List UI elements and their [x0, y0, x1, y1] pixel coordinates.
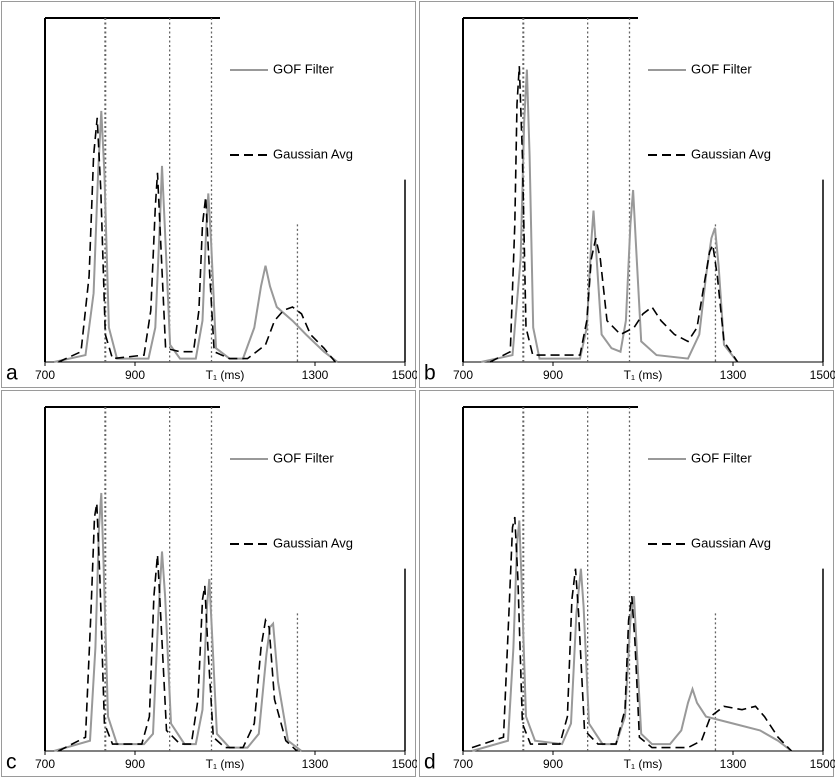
x-axis-label: T₁ (ms) [624, 757, 663, 771]
chart-panel: 700 900 1300 1500 T₁ (ms) a GOF Filter Gaussian… [1, 1, 417, 388]
x-tick-label: 1300 [720, 368, 747, 382]
legend-label: GOF Filter [273, 61, 334, 76]
x-tick-label: 900 [125, 368, 145, 382]
panel-frame [1, 390, 416, 777]
legend-label: GOF Filter [691, 450, 752, 465]
panel-label: c [6, 751, 17, 774]
panel-frame [419, 1, 834, 388]
panel-frame [1, 1, 416, 388]
x-axis-label: T₁ (ms) [624, 368, 663, 382]
x-tick-label: 700 [453, 368, 473, 382]
chart-panel: 700 900 1300 1500 T₁ (ms) c GOF Filter Gaussian… [1, 390, 417, 777]
x-tick-label: 1500 [392, 368, 417, 382]
series-line [471, 520, 793, 752]
panel-label: b [424, 362, 436, 385]
legend-label: Gaussian Avg [691, 146, 771, 161]
series-line [58, 503, 298, 752]
x-tick-label: 900 [543, 757, 563, 771]
x-tick-label: 1500 [810, 757, 835, 771]
legend-label: GOF Filter [691, 61, 752, 76]
panel-label: a [6, 362, 18, 385]
panel-frame [419, 390, 834, 777]
panel-label: d [424, 751, 436, 774]
legend-label: Gaussian Avg [273, 146, 353, 161]
x-tick-label: 1500 [392, 757, 417, 771]
x-tick-label: 700 [35, 368, 55, 382]
x-tick-label: 1300 [302, 368, 329, 382]
legend-label: Gaussian Avg [691, 535, 771, 550]
chart-panel: 700 900 1300 1500 T₁ (ms) b GOF Filter Gaussian… [419, 1, 835, 388]
x-tick-label: 900 [125, 757, 145, 771]
x-axis-label: T₁ (ms) [206, 757, 245, 771]
x-tick-label: 900 [543, 368, 563, 382]
x-tick-label: 1300 [302, 757, 329, 771]
chart-panel: 700 900 1300 1500 T₁ (ms) d GOF Filter Gaussian… [419, 390, 835, 777]
x-tick-label: 700 [35, 757, 55, 771]
legend-label: Gaussian Avg [273, 535, 353, 550]
x-tick-label: 1300 [720, 757, 747, 771]
series-line [489, 66, 739, 363]
series-line [480, 69, 739, 363]
x-tick-label: 1500 [810, 368, 835, 382]
x-tick-label: 700 [453, 757, 473, 771]
x-axis-label: T₁ (ms) [206, 368, 245, 382]
series-line [53, 110, 339, 363]
series-line [471, 516, 793, 752]
legend-label: GOF Filter [273, 450, 334, 465]
